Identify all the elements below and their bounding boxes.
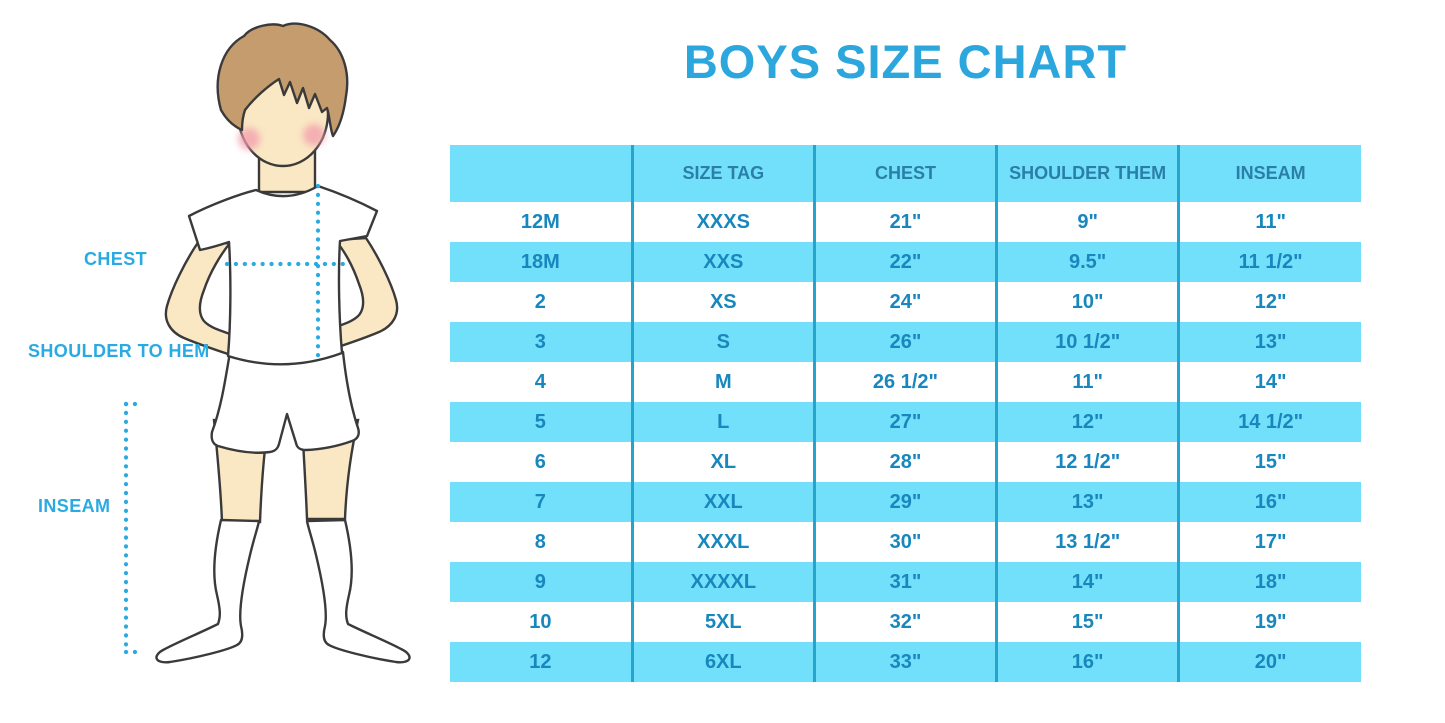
table-cell: 32" <box>812 602 997 642</box>
table-body: 12M XXXS 21" 9" 11" 18M XXS 22" 9.5" 11 1/2" 2 XS 24… <box>450 202 1361 682</box>
table-row: 7 XXL 29" 13" 16" <box>450 482 1361 522</box>
table-cell: XXS <box>630 242 815 282</box>
table-cell: XXXS <box>630 202 815 242</box>
table-cell: 8 <box>534 530 546 553</box>
inseam-label: INSEAM <box>38 496 111 516</box>
table-cell: 19" <box>1177 602 1361 642</box>
table-cell: 4 <box>534 370 546 393</box>
boy-right-sock <box>305 518 411 664</box>
column-header <box>450 145 633 202</box>
table-cell: 16" <box>995 642 1179 682</box>
table-cell: 15" <box>1177 442 1361 482</box>
table-cell: 21" <box>812 202 997 242</box>
boy-hair <box>216 22 349 138</box>
table-cell: 11 1/2" <box>1177 242 1361 282</box>
boy-left-arm <box>164 241 238 356</box>
boy-left-sock <box>155 518 261 664</box>
column-header: SHOULDER THEM <box>995 145 1179 202</box>
table-cell: 15" <box>995 602 1179 642</box>
table-cell: 12 1/2" <box>995 442 1179 482</box>
header-row: SIZE TAG CHEST SHOULDER THEM INSEAM <box>450 145 1361 202</box>
table-cell: 13 1/2" <box>995 522 1179 562</box>
table-cell: 13" <box>995 482 1179 522</box>
page-title: BOYS SIZE CHART <box>683 35 1128 88</box>
table-cell: M <box>630 362 815 402</box>
table-cell: 22" <box>812 242 997 282</box>
table-cell: 12M <box>520 210 560 233</box>
table-cell: S <box>630 322 815 362</box>
table-row: 3 S 26" 10 1/2" 13" <box>450 322 1361 362</box>
table-cell: 9 <box>450 562 633 602</box>
table-cell: 2 <box>534 290 546 313</box>
table-cell: 33" <box>812 642 997 682</box>
size-table: SIZE TAG CHEST SHOULDER THEM INSEAM 12M XXXS… <box>450 145 1361 682</box>
table-cell: 14 1/2" <box>1177 402 1361 442</box>
table-cell: 13" <box>1177 322 1361 362</box>
table-cell: 29" <box>812 482 997 522</box>
table-cell: XL <box>630 442 815 482</box>
table-cell: 18M <box>450 242 633 282</box>
shoulder-to-hem-label: SHOULDER TO HEM <box>28 341 210 361</box>
table-cell: 26 1/2" <box>812 362 997 402</box>
column-header: INSEAM <box>1177 145 1361 202</box>
table-cell: 28" <box>812 442 997 482</box>
table-cell: 20" <box>1177 642 1361 682</box>
boy-left-cheek <box>238 128 260 150</box>
table-cell: XXXL <box>630 522 815 562</box>
table-row: 10 5XL 32" 15" 19" <box>450 602 1361 642</box>
table-row: 4 M 26 1/2" 11" 14" <box>450 362 1361 402</box>
table-row: 12M XXXS 21" 9" 11" <box>450 202 1361 242</box>
table-cell: 14" <box>1177 362 1361 402</box>
table-cell: 12 <box>450 642 633 682</box>
table-cell: XS <box>630 282 815 322</box>
table-cell: 27" <box>812 402 997 442</box>
table-cell: 5 <box>450 402 633 442</box>
table-row: 5 L 27" 12" 14 1/2" <box>450 402 1361 442</box>
boy-shirt <box>187 184 379 366</box>
table-cell: 9" <box>995 202 1179 242</box>
boy-illustration <box>123 22 411 664</box>
table-row: 2 XS 24" 10" 12" <box>450 282 1361 322</box>
table-cell: 31" <box>812 562 997 602</box>
table-cell: 6XL <box>630 642 815 682</box>
table-cell: 6 <box>534 450 546 473</box>
table-cell: 26" <box>812 322 997 362</box>
table-cell: XXXXL <box>630 562 815 602</box>
table-cell: 10 <box>529 610 552 633</box>
table-cell: 7 <box>450 482 633 522</box>
table-cell: 11" <box>1177 202 1361 242</box>
table-cell: XXL <box>630 482 815 522</box>
table-row: 8 XXXL 30" 13 1/2" 17" <box>450 522 1361 562</box>
table-cell: 10" <box>995 282 1179 322</box>
table-cell: 3 <box>450 322 633 362</box>
table-row: 9 XXXXL 31" 14" 18" <box>450 562 1361 602</box>
table-cell: 16" <box>1177 482 1361 522</box>
table-cell: 24" <box>812 282 997 322</box>
table-row: 6 XL 28" 12 1/2" 15" <box>450 442 1361 482</box>
table-row: 12 6XL 33" 16" 20" <box>450 642 1361 682</box>
table-cell: 12" <box>995 402 1179 442</box>
chest-label: CHEST <box>84 249 148 269</box>
table-cell: 12" <box>1177 282 1361 322</box>
table-cell: 10 1/2" <box>995 322 1179 362</box>
table-cell: 11" <box>995 362 1179 402</box>
table-cell: 5XL <box>630 602 815 642</box>
table-cell: 9.5" <box>995 242 1179 282</box>
boy-right-cheek <box>303 124 325 146</box>
table-cell: L <box>630 402 815 442</box>
table-cell: 14" <box>995 562 1179 602</box>
table-cell: 18" <box>1177 562 1361 602</box>
table-cell: 17" <box>1177 522 1361 562</box>
column-header: CHEST <box>812 145 997 202</box>
table-cell: 30" <box>812 522 997 562</box>
column-header: SIZE TAG <box>630 145 815 202</box>
boy-shorts <box>210 350 360 454</box>
table-row: 18M XXS 22" 9.5" 11 1/2" <box>450 242 1361 282</box>
